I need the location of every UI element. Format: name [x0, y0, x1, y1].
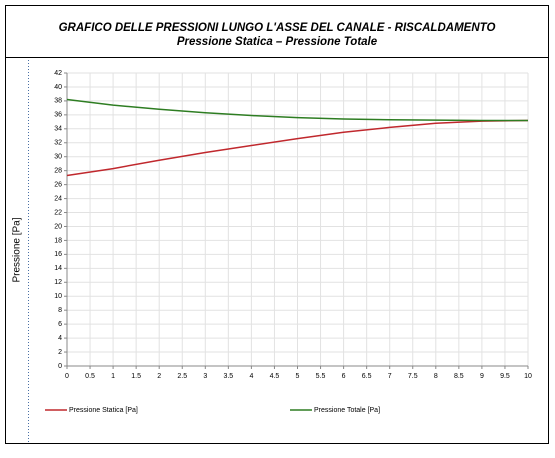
y-tick-label: 34 — [54, 126, 62, 133]
y-tick-label: 18 — [54, 237, 62, 244]
x-tick-label: 8.5 — [454, 373, 464, 380]
x-tick-label: 2.5 — [177, 373, 187, 380]
x-tick-label: 5.5 — [316, 373, 326, 380]
x-tick-label: 0 — [65, 373, 69, 380]
x-tick-label: 4.5 — [270, 373, 280, 380]
y-tick-label: 42 — [54, 70, 62, 77]
x-tick-label: 3.5 — [223, 373, 233, 380]
x-tick-label: 10 — [524, 373, 532, 380]
series-line — [66, 98, 528, 122]
x-tick-label: 6 — [342, 373, 346, 380]
x-tick-label: 1.5 — [131, 373, 141, 380]
legend-label: Pressione Statica [Pa] — [69, 407, 138, 414]
x-tick-label: 6.5 — [362, 373, 372, 380]
x-tick-label: 4 — [249, 373, 253, 380]
y-tick-label: 40 — [54, 84, 62, 91]
y-tick-label: 22 — [54, 209, 62, 216]
x-tick-label: 3 — [203, 373, 207, 380]
legend-label: Pressione Totale [Pa] — [314, 407, 380, 414]
x-tick-label: 7.5 — [408, 373, 418, 380]
chart-subtitle: Pressione Statica – Pressione Totale — [177, 36, 378, 48]
y-tick-label: 0 — [58, 363, 62, 370]
y-tick-label: 28 — [54, 168, 62, 175]
x-tick-label: 1 — [111, 373, 115, 380]
y-tick-label: 30 — [54, 154, 62, 161]
y-tick-label: 16 — [54, 251, 62, 258]
y-tick-label: 12 — [54, 279, 62, 286]
x-tick-label: 2 — [157, 373, 161, 380]
y-axis-label: Pressione [Pa] — [12, 217, 23, 282]
frame — [5, 5, 549, 444]
y-tick-label: 4 — [58, 335, 62, 342]
x-tick-label: 9.5 — [500, 373, 510, 380]
y-tick-label: 10 — [54, 293, 62, 300]
x-tick-label: 8 — [434, 373, 438, 380]
y-tick-label: 26 — [54, 181, 62, 188]
y-tick-label: 8 — [58, 307, 62, 314]
y-tick-label: 24 — [54, 195, 62, 202]
series-line — [66, 119, 529, 177]
y-tick-label: 14 — [54, 265, 62, 272]
x-tick-label: 9 — [480, 373, 484, 380]
x-tick-label: 7 — [388, 373, 392, 380]
y-tick-label: 32 — [54, 140, 62, 147]
y-tick-label: 38 — [54, 98, 62, 105]
x-tick-label: 5 — [296, 373, 300, 380]
y-tick-label: 2 — [58, 349, 62, 356]
y-tick-label: 6 — [58, 321, 62, 328]
y-tick-label: 20 — [54, 223, 62, 230]
y-tick-label: 36 — [54, 112, 62, 119]
x-tick-label: 0.5 — [85, 373, 95, 380]
chart-title: GRAFICO DELLE PRESSIONI LUNGO L'ASSE DEL… — [59, 22, 496, 34]
